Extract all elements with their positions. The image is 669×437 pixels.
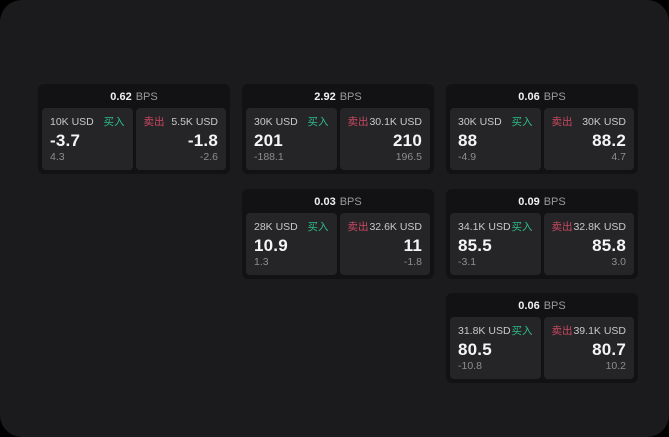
sell-delta: 4.7 [611,151,626,163]
sell-quote-tile[interactable]: 卖出 30.1K USD 210 196.5 [339,108,430,170]
spread-bps-value: 0.62 [110,90,132,103]
buy-price: 201 [254,130,283,150]
buy-side-label: 买入 [103,116,125,128]
buy-amount: 30K USD [458,115,502,128]
quote-tiles: 30K USD 买入 201 -188.1 卖出 30.1K USD 210 1… [246,108,430,170]
sell-side-label: 卖出 [551,116,573,128]
buy-quote-tile[interactable]: 28K USD 买入 10.9 1.3 [246,213,337,275]
quote-tiles: 10K USD 买入 -3.7 4.3 卖出 5.5K USD -1.8 -2.… [42,108,226,170]
buy-price: 85.5 [458,235,492,255]
bps-unit-label: BPS [543,195,566,208]
quote-card-1: 0.62 BPS 10K USD 买入 -3.7 4.3 卖出 5.5K USD… [38,84,230,174]
sell-price: 11 [403,235,422,255]
sell-quote-tile[interactable]: 卖出 32.6K USD 11 -1.8 [339,213,430,275]
buy-delta: -3.1 [458,256,477,268]
buy-side-label: 买入 [511,221,533,233]
bps-unit-label: BPS [339,195,362,208]
spread-header: 0.03 BPS [246,193,430,210]
buy-price: 88 [458,130,478,150]
spread-header: 0.06 BPS [450,297,634,314]
sell-side-label: 卖出 [347,116,369,128]
sell-price: 80.7 [592,339,626,359]
sell-quote-tile[interactable]: 卖出 32.8K USD 85.8 3.0 [543,213,634,275]
buy-side-label: 买入 [307,116,329,128]
sell-amount: 32.6K USD [369,220,422,233]
sell-side-label: 卖出 [551,325,573,337]
quote-card-6: 0.06 BPS 31.8K USD 买入 80.5 -10.8 卖出 39.1… [446,293,638,383]
quote-card-5: 0.09 BPS 34.1K USD 买入 85.5 -3.1 卖出 32.8K… [446,189,638,279]
quote-card-4: 0.03 BPS 28K USD 买入 10.9 1.3 卖出 32.6K US… [242,189,434,279]
buy-amount: 28K USD [254,220,298,233]
buy-amount: 30K USD [254,115,298,128]
sell-amount: 32.8K USD [573,220,626,233]
bps-unit-label: BPS [135,90,158,103]
bps-unit-label: BPS [339,90,362,103]
quote-tiles: 34.1K USD 买入 85.5 -3.1 卖出 32.8K USD 85.8… [450,213,634,275]
spread-bps-value: 0.03 [314,195,336,208]
buy-side-label: 买入 [307,221,329,233]
buy-price: 80.5 [458,339,492,359]
sell-quote-tile[interactable]: 卖出 5.5K USD -1.8 -2.6 [135,108,226,170]
sell-delta: 3.0 [611,256,626,268]
buy-delta: 4.3 [50,151,65,163]
sell-delta: -2.6 [199,151,218,163]
spread-bps-value: 0.06 [518,299,540,312]
sell-quote-tile[interactable]: 卖出 39.1K USD 80.7 10.2 [543,317,634,379]
buy-price: 10.9 [254,235,288,255]
sell-delta: 10.2 [605,360,626,372]
bps-unit-label: BPS [543,90,566,103]
buy-quote-tile[interactable]: 30K USD 买入 201 -188.1 [246,108,337,170]
sell-side-label: 卖出 [551,221,573,233]
sell-side-label: 卖出 [347,221,369,233]
sell-price: 210 [393,130,422,150]
buy-quote-tile[interactable]: 10K USD 买入 -3.7 4.3 [42,108,133,170]
sell-amount: 30.1K USD [369,115,422,128]
sell-delta: 196.5 [395,151,422,163]
quote-tiles: 30K USD 买入 88 -4.9 卖出 30K USD 88.2 4.7 [450,108,634,170]
spread-header: 0.06 BPS [450,88,634,105]
quote-card-3: 0.06 BPS 30K USD 买入 88 -4.9 卖出 30K USD 8… [446,84,638,174]
sell-price: -1.8 [187,130,218,150]
sell-quote-tile[interactable]: 卖出 30K USD 88.2 4.7 [543,108,634,170]
buy-delta: -10.8 [458,360,482,372]
buy-delta: -188.1 [254,151,284,163]
quote-tiles: 31.8K USD 买入 80.5 -10.8 卖出 39.1K USD 80.… [450,317,634,379]
sell-delta: -1.8 [403,256,422,268]
buy-quote-tile[interactable]: 31.8K USD 买入 80.5 -10.8 [450,317,541,379]
buy-delta: -4.9 [458,151,477,163]
spread-bps-value: 0.09 [518,195,540,208]
buy-amount: 10K USD [50,115,94,128]
sell-price: 88.2 [592,130,626,150]
spread-bps-value: 0.06 [518,90,540,103]
spread-bps-value: 2.92 [314,90,336,103]
sell-amount: 39.1K USD [573,324,626,337]
sell-side-label: 卖出 [143,116,165,128]
bps-unit-label: BPS [543,299,566,312]
spread-header: 2.92 BPS [246,88,430,105]
buy-amount: 34.1K USD [458,220,511,233]
buy-quote-tile[interactable]: 30K USD 买入 88 -4.9 [450,108,541,170]
buy-delta: 1.3 [254,256,269,268]
buy-side-label: 买入 [511,325,533,337]
spread-header: 0.62 BPS [42,88,226,105]
spread-header: 0.09 BPS [450,193,634,210]
sell-amount: 5.5K USD [171,115,218,128]
buy-quote-tile[interactable]: 34.1K USD 买入 85.5 -3.1 [450,213,541,275]
buy-side-label: 买入 [511,116,533,128]
buy-price: -3.7 [50,130,81,150]
quote-card-2: 2.92 BPS 30K USD 买入 201 -188.1 卖出 30.1K … [242,84,434,174]
sell-amount: 30K USD [582,115,626,128]
quote-tiles: 28K USD 买入 10.9 1.3 卖出 32.6K USD 11 -1.8 [246,213,430,275]
buy-amount: 31.8K USD [458,324,511,337]
sell-price: 85.8 [592,235,626,255]
